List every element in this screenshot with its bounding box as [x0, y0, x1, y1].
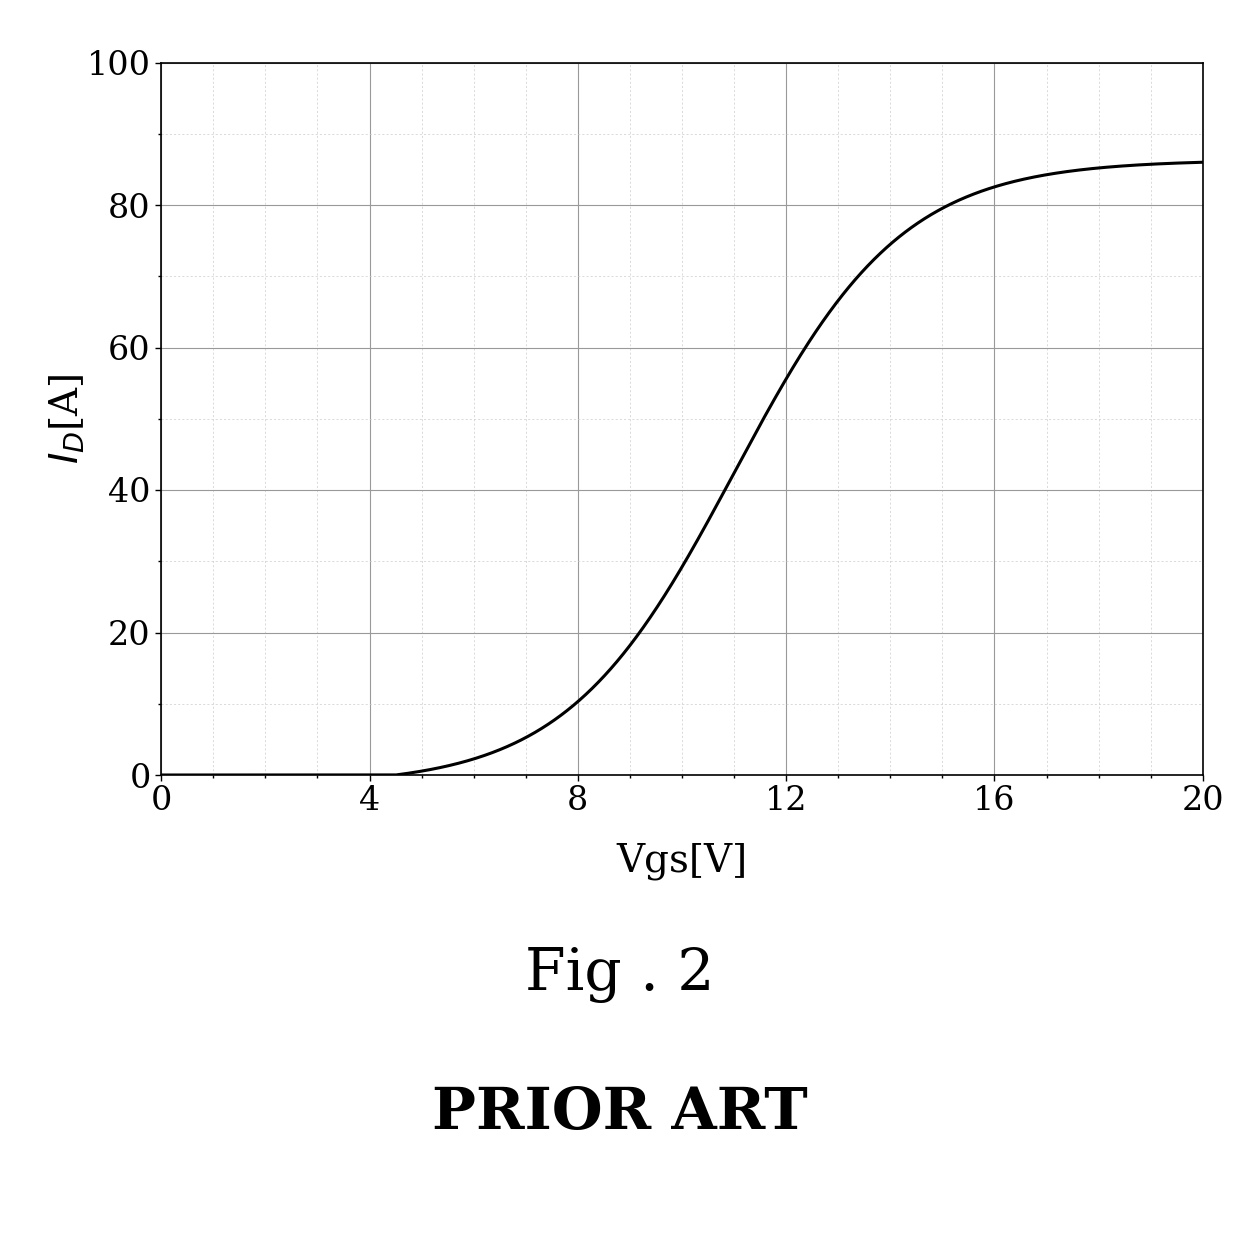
Text: PRIOR ART: PRIOR ART — [432, 1085, 808, 1140]
Text: Fig . 2: Fig . 2 — [526, 948, 714, 1002]
Text: $I_D$[A]: $I_D$[A] — [48, 374, 87, 464]
X-axis label: Vgs[V]: Vgs[V] — [616, 842, 748, 880]
